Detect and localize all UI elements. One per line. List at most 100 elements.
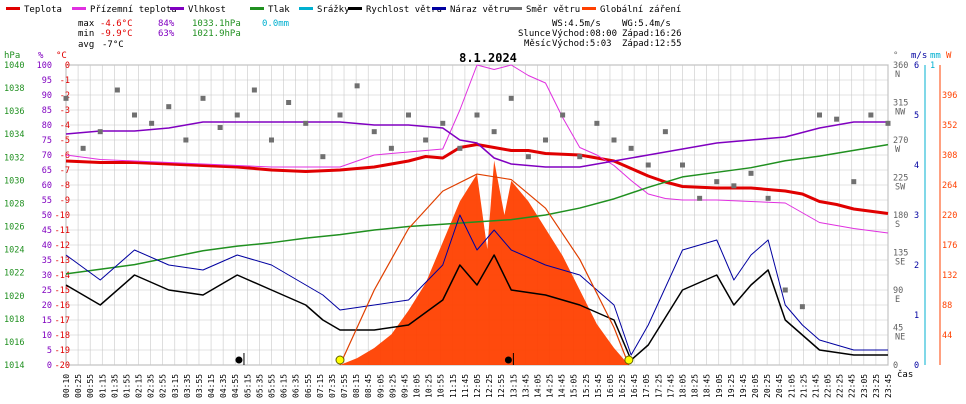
wind-direction-point bbox=[765, 195, 771, 201]
sunrise-marker bbox=[335, 355, 345, 365]
p-zemn-teplota-line bbox=[65, 64, 889, 234]
x-tick-label: 15:05 bbox=[570, 374, 579, 398]
pressure-tick: 1032 bbox=[4, 153, 24, 163]
x-tick-label: 05:35 bbox=[255, 374, 264, 398]
wind-tick: 6 bbox=[914, 61, 919, 71]
x-tick-label: 18:25 bbox=[691, 374, 700, 398]
series-layer bbox=[63, 64, 891, 366]
direction-tick-compass: S bbox=[895, 220, 900, 230]
humidity-tick: 70 bbox=[42, 151, 52, 161]
pressure-tick: 1028 bbox=[4, 199, 24, 209]
humidity-tick: 20 bbox=[42, 301, 52, 311]
wind-direction-point bbox=[149, 120, 155, 126]
markers bbox=[235, 353, 634, 365]
x-tick-label: 13:15 bbox=[509, 374, 518, 398]
legend-swatch bbox=[508, 7, 522, 10]
wind-direction-point bbox=[851, 179, 857, 185]
ws-value: WS:4.5m/s bbox=[552, 19, 601, 29]
wind-direction-point bbox=[217, 125, 223, 130]
humidity-tick: 95 bbox=[42, 76, 52, 86]
humidity-tick: 55 bbox=[42, 196, 52, 206]
wind-direction-point bbox=[320, 154, 326, 160]
humidity-tick: 100 bbox=[37, 61, 52, 71]
stat-min-hum: 63% bbox=[158, 29, 175, 39]
moon-rise-marker bbox=[235, 356, 243, 364]
radiation-tick: 396 bbox=[942, 91, 957, 101]
x-tick-label: 18:45 bbox=[703, 374, 712, 398]
wind-direction-point bbox=[63, 95, 69, 101]
x-tick-label: 05:15 bbox=[243, 374, 252, 398]
x-tick-label: 02:55 bbox=[159, 374, 168, 398]
x-tick-label: 08:15 bbox=[352, 374, 361, 398]
wind-direction-point bbox=[388, 145, 394, 151]
x-tick-label: 06:15 bbox=[280, 374, 289, 398]
x-tick-label: 12:55 bbox=[497, 374, 506, 398]
x-tick-label: 22:45 bbox=[848, 374, 857, 398]
radiation-tick: 88 bbox=[942, 301, 952, 311]
legend-swatch bbox=[6, 7, 20, 10]
x-tick-label: 14:05 bbox=[533, 374, 542, 398]
temperature-tick: -6 bbox=[60, 151, 70, 161]
pressure-tick: 1038 bbox=[4, 84, 24, 94]
x-tick-label: 20:25 bbox=[763, 374, 772, 398]
temperature-tick: -10 bbox=[55, 211, 70, 221]
chart-title: 8.1.2024 bbox=[459, 51, 517, 65]
x-tick-label: 23:25 bbox=[872, 374, 881, 398]
temperature-tick: 0 bbox=[65, 61, 70, 71]
humidity-tick: 85 bbox=[42, 106, 52, 116]
slunce-label: Slunce bbox=[518, 29, 551, 39]
x-tick-label: 01:55 bbox=[122, 374, 131, 398]
direction-tick-compass: N bbox=[895, 70, 900, 80]
wind-direction-point bbox=[354, 83, 360, 89]
wind-tick: 0 bbox=[914, 361, 919, 371]
direction-tick-compass: NE bbox=[895, 333, 905, 343]
humidity-tick: 75 bbox=[42, 136, 52, 146]
mesic-set: Západ:12:55 bbox=[622, 39, 682, 49]
humidity-tick: 15 bbox=[42, 316, 52, 326]
wind-direction-point bbox=[680, 162, 685, 168]
x-tick-label: 04:15 bbox=[207, 374, 216, 398]
legend-swatch bbox=[432, 7, 446, 10]
humidity-tick: 30 bbox=[42, 271, 52, 281]
humidity-tick: 45 bbox=[42, 226, 52, 236]
temperature-tick: -13 bbox=[55, 256, 70, 266]
wind-tick: 4 bbox=[914, 161, 919, 171]
wind-direction-point bbox=[525, 154, 531, 160]
radiation-tick: 220 bbox=[942, 211, 957, 221]
wind-direction-point bbox=[200, 95, 206, 101]
wind-direction-point bbox=[183, 137, 189, 143]
temperature-tick: -9 bbox=[60, 196, 70, 206]
x-tick-label: 12:25 bbox=[485, 374, 494, 398]
x-tick-label: 19:25 bbox=[727, 374, 736, 398]
direction-tick-compass: W bbox=[895, 145, 901, 155]
direction-tick: 270 bbox=[893, 136, 908, 146]
temperature-tick: -7 bbox=[60, 166, 70, 176]
wind-direction-point bbox=[371, 129, 377, 135]
pressure-tick: 1040 bbox=[4, 61, 24, 71]
humidity-tick: 40 bbox=[42, 241, 52, 251]
wind-direction-point bbox=[645, 162, 651, 168]
x-tick-label: 21:05 bbox=[787, 374, 796, 398]
legend-label: Vlhkost bbox=[188, 5, 226, 15]
legend-label: Srážky bbox=[317, 5, 350, 15]
pressure-tick: 1034 bbox=[4, 130, 24, 140]
moon-set-marker bbox=[504, 356, 512, 364]
humidity-tick: 25 bbox=[42, 286, 52, 296]
x-tick-label: 22:05 bbox=[824, 374, 833, 398]
wind-direction-point bbox=[560, 112, 566, 118]
x-tick-label: 16:05 bbox=[606, 374, 615, 398]
humidity-tick: 80 bbox=[42, 121, 52, 131]
x-tick-label: 18:05 bbox=[679, 374, 688, 398]
x-tick-label: 08:45 bbox=[364, 374, 373, 398]
direction-tick: 315 bbox=[893, 99, 908, 109]
stats-block: max -4.6°C 84% 1033.1hPa 0.0mm min -9.9°… bbox=[78, 19, 289, 50]
radiation-area bbox=[340, 160, 629, 365]
wind-tick: 1 bbox=[914, 311, 919, 321]
wind-direction-point bbox=[834, 116, 840, 122]
x-tick-label: 09:45 bbox=[400, 374, 409, 398]
rain-tick: 1 bbox=[930, 61, 935, 71]
x-tick-label: 10:25 bbox=[425, 374, 434, 398]
x-tick-label: 07:55 bbox=[340, 374, 349, 398]
